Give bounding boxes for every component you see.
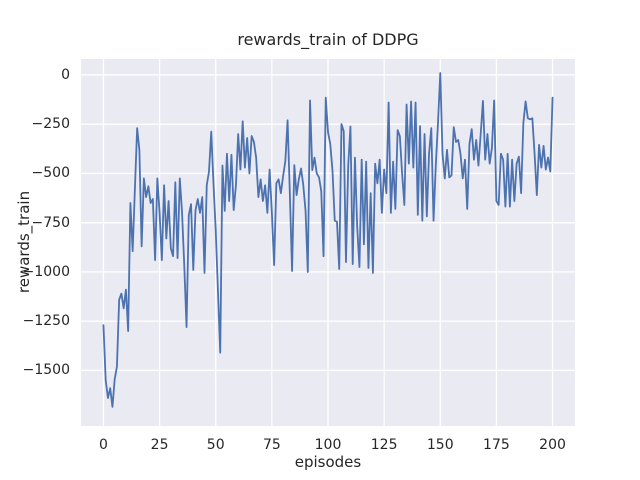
rewards-line xyxy=(102,72,554,408)
x-tick-label: 75 xyxy=(262,437,281,453)
y-tick-label: −1000 xyxy=(22,263,70,280)
y-tick-label: −1500 xyxy=(22,362,70,379)
y-tick-label: −500 xyxy=(31,165,70,182)
x-axis-label: episodes xyxy=(294,453,362,471)
x-tick-label: 175 xyxy=(483,437,510,453)
x-tick-label: 150 xyxy=(426,437,454,453)
y-tick-label: 0 xyxy=(61,66,70,83)
plot-area xyxy=(81,59,575,426)
x-tick-label: 0 xyxy=(98,437,108,453)
y-tick-label: −750 xyxy=(31,214,70,231)
y-tick-label: −250 xyxy=(31,116,70,133)
x-tick-label: 200 xyxy=(539,437,566,453)
chart-title: rewards_train of DDPG xyxy=(237,30,419,49)
x-tick-label: 125 xyxy=(370,437,398,453)
x-tick-label: 50 xyxy=(206,437,225,453)
x-tick-label: 100 xyxy=(314,437,342,453)
x-tick-label: 25 xyxy=(150,437,169,453)
line-chart-svg xyxy=(81,59,575,426)
y-tick-label: −1250 xyxy=(22,313,70,330)
